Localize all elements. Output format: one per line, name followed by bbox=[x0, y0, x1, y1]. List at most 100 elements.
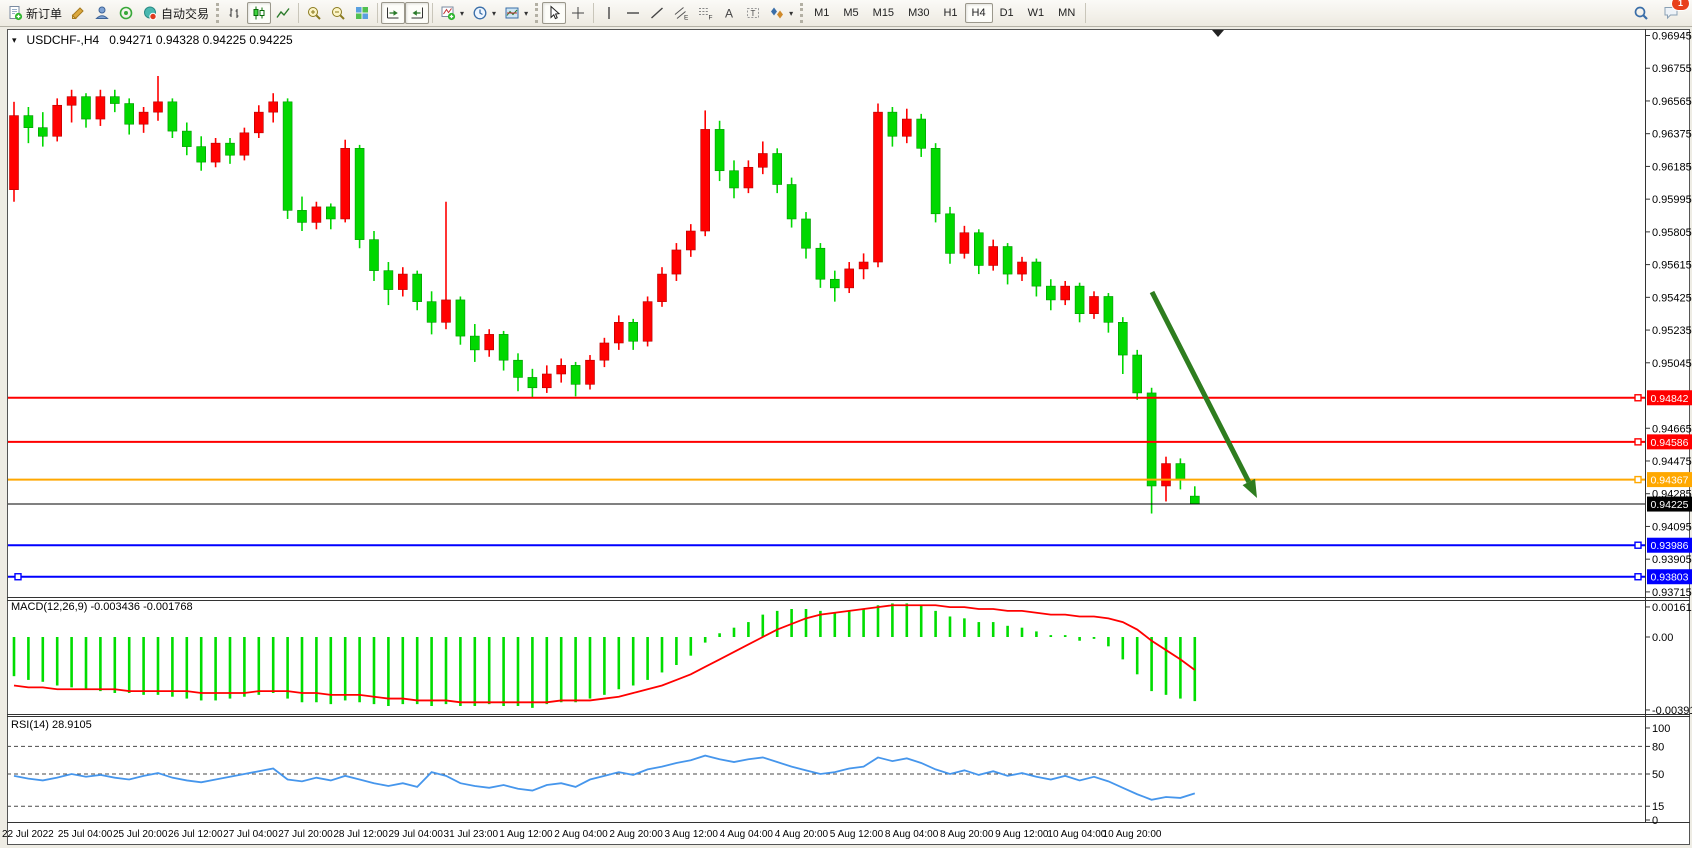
chart-shift-button[interactable] bbox=[405, 2, 430, 24]
chevron-down-icon: ▾ bbox=[492, 8, 497, 18]
price-label-0.94225: 0.94225 bbox=[1647, 496, 1692, 512]
horizontal-line-0.94367[interactable] bbox=[7, 475, 1645, 484]
svg-text:0.94586: 0.94586 bbox=[1651, 437, 1689, 449]
svg-text:0.96185: 0.96185 bbox=[1652, 161, 1692, 173]
price-label-0.93803: 0.93803 bbox=[1647, 569, 1692, 585]
fibonacci-button[interactable]: F bbox=[693, 2, 717, 24]
svg-text:27 Jul 20:00: 27 Jul 20:00 bbox=[278, 829, 333, 840]
pane-separator[interactable] bbox=[7, 597, 1690, 823]
text-label-icon: T bbox=[747, 8, 760, 18]
zoom-out-button[interactable] bbox=[326, 2, 350, 24]
timeframe-m5-button[interactable]: M5 bbox=[843, 7, 859, 19]
timeframe-d1-button[interactable]: D1 bbox=[999, 7, 1014, 19]
line-handle[interactable] bbox=[1634, 475, 1642, 484]
autotrading-icon bbox=[144, 6, 157, 21]
indicators-button[interactable]: ▾ bbox=[436, 2, 468, 24]
tile-windows-button[interactable] bbox=[350, 2, 374, 24]
timeframe-h4-button[interactable]: H4 bbox=[964, 3, 993, 23]
auto-scroll-button[interactable] bbox=[381, 2, 406, 24]
line-handle[interactable] bbox=[1634, 394, 1642, 402]
arrows-button[interactable]: ▾ bbox=[765, 2, 797, 24]
svg-text:A: A bbox=[725, 7, 733, 21]
line-handle[interactable] bbox=[1634, 541, 1642, 549]
equidistant-channel-button[interactable]: E bbox=[669, 2, 693, 24]
svg-text:50: 50 bbox=[1652, 769, 1664, 781]
svg-text:3 Aug 12:00: 3 Aug 12:00 bbox=[665, 829, 719, 840]
profile-button[interactable] bbox=[90, 2, 114, 24]
text-button[interactable]: A bbox=[717, 2, 741, 24]
trendline-button[interactable] bbox=[645, 2, 669, 24]
horizontal-line-0.93986[interactable] bbox=[7, 541, 1645, 549]
new-order-button[interactable]: 新订单 bbox=[3, 2, 66, 24]
svg-text:0.96755: 0.96755 bbox=[1652, 63, 1692, 75]
timeframe-w1-button[interactable]: W1 bbox=[1027, 7, 1045, 19]
toolbar-grip[interactable] bbox=[800, 3, 804, 23]
bar-chart-button[interactable] bbox=[223, 2, 247, 24]
line-handle[interactable] bbox=[14, 573, 22, 581]
metaeditor-button[interactable] bbox=[66, 2, 90, 24]
timeframe-m15-button[interactable]: M15 bbox=[872, 7, 895, 19]
cursor-button[interactable] bbox=[542, 2, 567, 24]
crosshair-button[interactable] bbox=[566, 2, 590, 24]
toolbar-grip[interactable] bbox=[535, 3, 539, 23]
timeframe-h1-button[interactable]: H1 bbox=[943, 7, 958, 19]
svg-text:0.95995: 0.95995 bbox=[1652, 194, 1692, 206]
time-axis[interactable]: 22 Jul 2022 25 Jul 04:00 25 Jul 20:00 26 Ju… bbox=[2, 829, 1162, 840]
candlestick-chart-button[interactable] bbox=[247, 2, 272, 24]
timeframe-m30-button[interactable]: M30 bbox=[908, 7, 930, 19]
toolbar-grip[interactable] bbox=[216, 3, 220, 23]
svg-text:0.96375: 0.96375 bbox=[1652, 129, 1692, 141]
toolbar-separator bbox=[377, 3, 379, 23]
text-icon: A bbox=[725, 7, 733, 21]
svg-text:0: 0 bbox=[1652, 815, 1658, 827]
svg-text:31 Jul 23:00: 31 Jul 23:00 bbox=[444, 829, 499, 840]
price-axis[interactable]: 0.96945 0.96755 0.96565 0.96375 0.96185 0.959… bbox=[1645, 31, 1692, 828]
templates-button[interactable]: ▾ bbox=[500, 2, 532, 24]
new-order-icon bbox=[9, 6, 23, 21]
signals-button[interactable] bbox=[114, 2, 138, 24]
vertical-line-icon bbox=[608, 7, 610, 19]
auto-trading-button[interactable]: 自动交易 bbox=[138, 2, 213, 24]
line-chart-button[interactable] bbox=[271, 2, 295, 24]
svg-text:10 Aug 20:00: 10 Aug 20:00 bbox=[1103, 829, 1162, 840]
svg-text:15: 15 bbox=[1652, 801, 1664, 813]
macd-label: MACD(12,26,9) -0.003436 -0.001768 bbox=[11, 601, 193, 613]
chart-menu-caret-icon[interactable]: ▾ bbox=[12, 34, 17, 45]
timeframe-mn-button[interactable]: MN bbox=[1058, 7, 1076, 19]
svg-text:100: 100 bbox=[1652, 723, 1670, 735]
new-order-button-label: 新订单 bbox=[26, 6, 63, 21]
editor-icon bbox=[71, 7, 84, 20]
svg-text:E: E bbox=[684, 15, 689, 22]
horizontal-lines-group[interactable] bbox=[7, 394, 1645, 581]
trendline-icon bbox=[651, 7, 664, 19]
text-label-button[interactable]: T bbox=[741, 2, 765, 24]
shift-boundary-marker[interactable] bbox=[1212, 30, 1224, 37]
line-handle[interactable] bbox=[1634, 438, 1642, 446]
rsi-group bbox=[8, 745, 1644, 807]
svg-text:T: T bbox=[751, 9, 756, 18]
vertical-line-button[interactable] bbox=[597, 2, 621, 24]
svg-text:0.93986: 0.93986 bbox=[1651, 540, 1689, 552]
horizontal-line-0.94586[interactable] bbox=[7, 438, 1645, 446]
svg-text:0.93803: 0.93803 bbox=[1651, 572, 1689, 584]
macd-signal-line bbox=[13, 604, 1196, 704]
zoom-in-button[interactable] bbox=[302, 2, 326, 24]
timeframe-m1-button[interactable]: M1 bbox=[814, 7, 830, 19]
chevron-down-icon: ▾ bbox=[524, 8, 529, 18]
line-chart-icon bbox=[276, 8, 290, 18]
periods-button[interactable]: ▾ bbox=[468, 2, 500, 24]
profile-icon bbox=[95, 6, 109, 19]
horizontal-line-button[interactable] bbox=[621, 2, 645, 24]
horizontal-line-0.93803[interactable] bbox=[7, 573, 1645, 581]
tile-windows-icon bbox=[356, 7, 369, 19]
svg-text:0.95615: 0.95615 bbox=[1652, 260, 1692, 272]
sell-signal-arrow[interactable] bbox=[1149, 290, 1257, 498]
horizontal-line-0.94842[interactable] bbox=[7, 394, 1645, 402]
svg-text:0.94475: 0.94475 bbox=[1652, 456, 1692, 468]
svg-text:0.95425: 0.95425 bbox=[1652, 292, 1692, 304]
svg-text:4 Aug 04:00: 4 Aug 04:00 bbox=[720, 829, 774, 840]
line-handle[interactable] bbox=[1634, 573, 1642, 581]
search-button[interactable] bbox=[1629, 2, 1653, 24]
